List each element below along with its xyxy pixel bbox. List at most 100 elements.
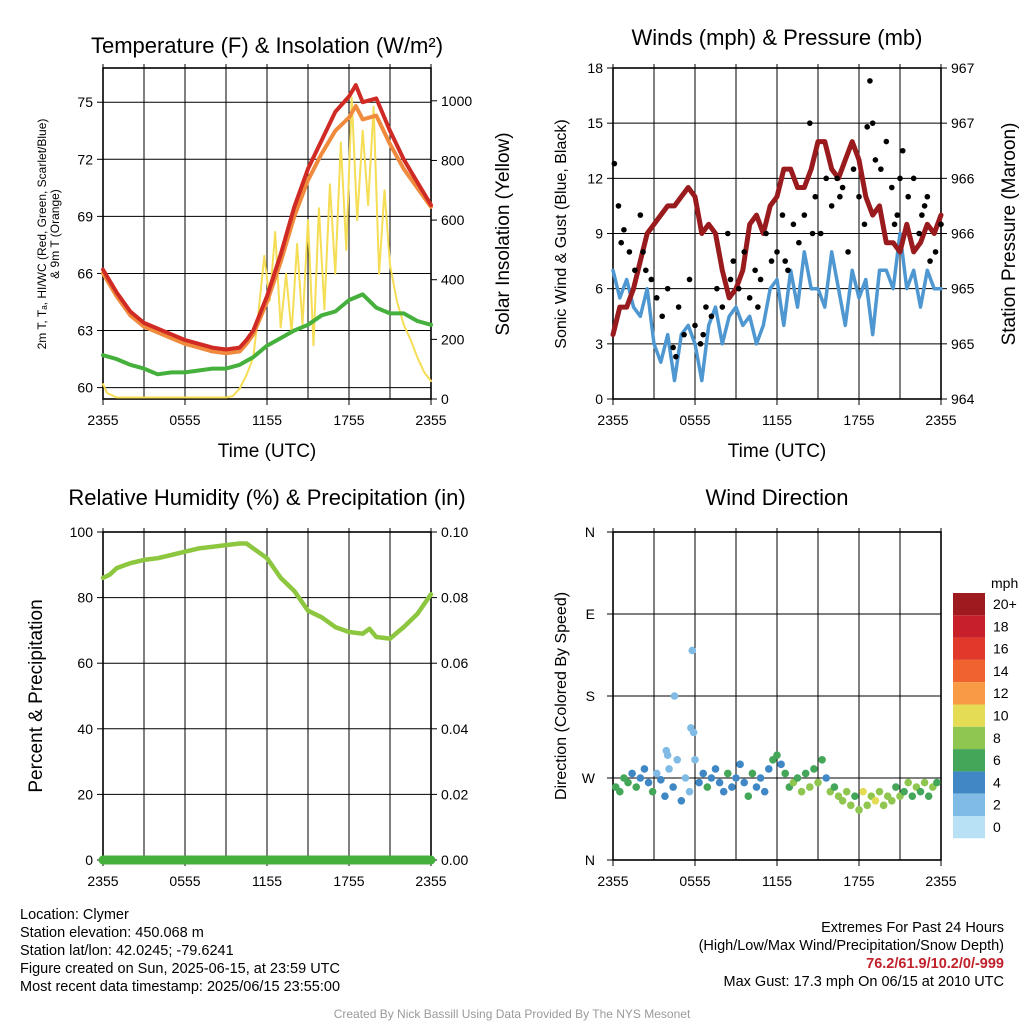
gust-point	[755, 304, 761, 310]
direction-point	[838, 796, 847, 805]
pressure-line	[610, 139, 944, 338]
y-right-axis-label-winds: Station Pressure (Maroon)	[999, 123, 1020, 346]
gust-point	[932, 249, 939, 255]
direction-point	[657, 776, 665, 784]
y-tick-label: 18	[587, 60, 603, 76]
direction-point	[801, 769, 810, 778]
direction-point	[818, 755, 826, 764]
gust-point	[692, 322, 698, 329]
direction-point	[691, 755, 699, 764]
direction-point	[748, 769, 757, 778]
legend-label: 8	[993, 730, 1001, 746]
direction-point	[797, 787, 806, 796]
direction-point	[933, 778, 941, 787]
gust-point	[785, 267, 791, 274]
gust-point	[664, 285, 671, 292]
direction-point	[830, 783, 839, 791]
gust-point	[938, 221, 944, 228]
y-tick-label: W	[582, 770, 596, 786]
chart-title-winds: Winds (mph) & Pressure (mb)	[632, 25, 923, 50]
legend-label: 20+	[993, 596, 1017, 612]
chart-title-direction: Wind Direction	[705, 485, 848, 510]
chart-title-humidity: Relative Humidity (%) & Precipitation (i…	[68, 485, 465, 510]
panel-temperature: 2355 0555 1155 1755 2355 60 63 66 69 72 75 0 200 400 6…	[77, 64, 472, 428]
direction-point	[732, 774, 740, 782]
gust-point	[643, 267, 649, 274]
direction-point	[900, 787, 908, 796]
gust-point	[727, 276, 734, 283]
latlon-text: Station lat/lon: 42.0245; -79.6241	[20, 943, 234, 959]
gust-point	[782, 258, 788, 264]
gust-point	[714, 285, 720, 292]
gust-point	[626, 249, 633, 255]
gust-point	[823, 175, 829, 182]
gust-point	[921, 203, 928, 209]
gust-point	[878, 166, 884, 172]
gust-point	[839, 184, 846, 191]
direction-point	[855, 806, 863, 814]
y-tick-label: 100	[70, 524, 94, 540]
legend-swatch	[953, 637, 985, 660]
direction-point	[916, 787, 925, 796]
gust-point	[763, 230, 769, 237]
direction-point	[695, 778, 703, 787]
direction-point	[636, 774, 645, 782]
direction-point	[628, 769, 636, 778]
y-tick-label: 6	[595, 281, 603, 297]
y-tick-label: S	[586, 688, 595, 704]
direction-point	[681, 774, 690, 782]
direction-point	[640, 765, 649, 773]
y-right-tick-label: 0.04	[441, 721, 468, 737]
recent-data-text: Most recent data timestamp: 2025/06/15 2…	[20, 979, 341, 995]
x-tick-label: 2355	[87, 873, 118, 889]
max-gust-text: Max Gust: 17.3 mph On 06/15 at 2010 UTC	[723, 974, 1004, 990]
direction-point	[688, 646, 697, 655]
legend-title: mph	[991, 575, 1018, 591]
panel-humidity: 2355 0555 1155 1755 2355 0 20 40 60 80 100 0.00 0.02…	[70, 524, 469, 889]
gust-point	[861, 221, 868, 228]
x-tick-label: 1155	[252, 412, 282, 428]
direction-point	[663, 751, 672, 760]
gust-point	[779, 212, 786, 218]
direction-point	[847, 801, 855, 810]
direction-point	[920, 778, 929, 787]
direction-point	[806, 783, 814, 791]
wind-speed-line	[611, 231, 943, 383]
direction-point	[781, 769, 789, 778]
direction-point	[859, 787, 867, 796]
y-tick-label: 40	[77, 721, 93, 737]
gust-point	[757, 276, 764, 283]
gust-point	[611, 160, 618, 167]
gust-point	[621, 227, 627, 233]
location-text: Location: Clymer	[20, 907, 129, 923]
gust-point	[700, 331, 706, 338]
direction-point	[875, 787, 884, 796]
y-right-tick-label: 1000	[441, 93, 472, 109]
direction-point	[707, 774, 716, 782]
x-tick-label: 0555	[169, 873, 200, 889]
gust-point	[864, 124, 870, 130]
y-tick-label: 12	[587, 170, 603, 186]
direction-point	[888, 796, 896, 805]
gust-point	[670, 344, 676, 351]
y-tick-label: 63	[77, 323, 93, 339]
gust-point	[735, 285, 742, 292]
temperature-series-0	[101, 83, 433, 352]
y-right-tick-label: 0.06	[441, 655, 468, 671]
gust-point	[872, 157, 879, 163]
credit-line: Created By Nick Bassill Using Data Provi…	[333, 1007, 691, 1021]
y-right-tick-label: 966	[951, 226, 975, 242]
gust-point	[632, 267, 638, 274]
y-right-tick-label: 400	[441, 272, 465, 288]
direction-point	[719, 787, 728, 796]
direction-point	[652, 769, 661, 778]
gust-point	[673, 353, 679, 360]
y-right-tick-label: 200	[441, 331, 465, 347]
temperature-series-3	[102, 96, 432, 399]
y-right-tick-label: 0.00	[441, 852, 468, 868]
gust-point	[640, 249, 646, 255]
gust-point	[899, 147, 906, 154]
direction-point	[760, 787, 769, 796]
direction-point	[715, 778, 724, 787]
